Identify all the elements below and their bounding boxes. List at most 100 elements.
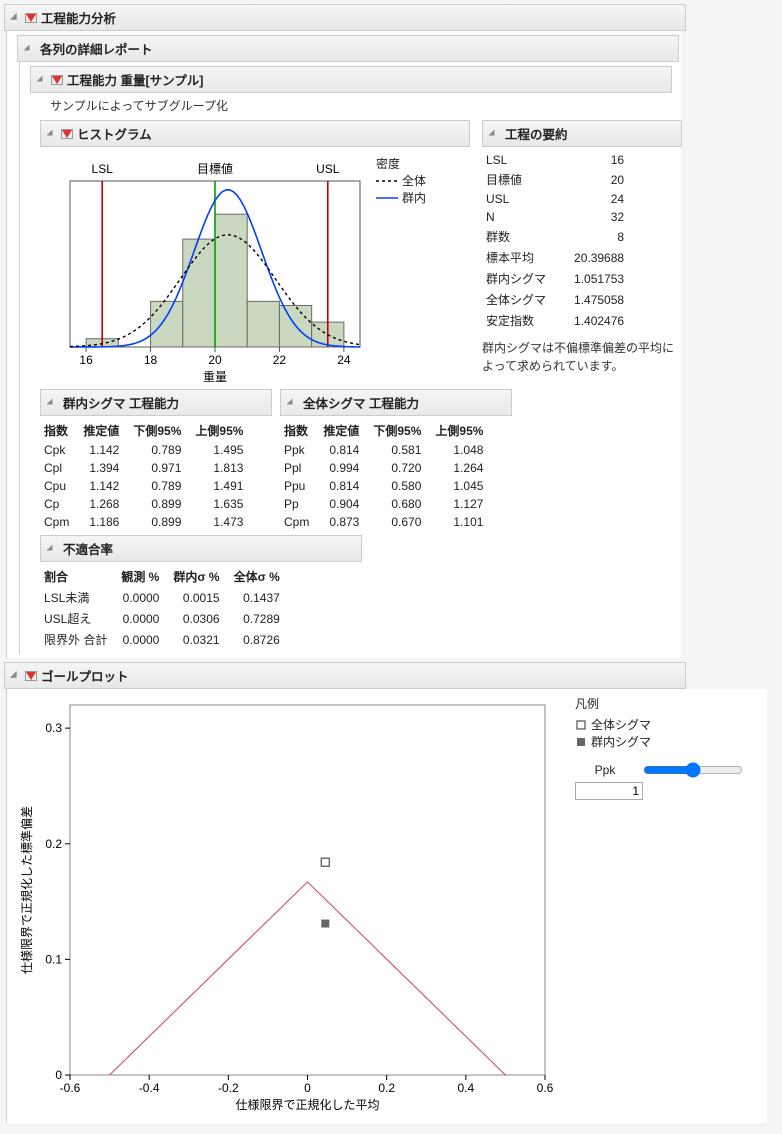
summary-footnote: 群内シグマは不偏標準偏差の平均によって求められています。 <box>482 339 682 375</box>
section-title: ゴールプロット <box>41 666 129 685</box>
ppk-slider[interactable] <box>643 762 743 778</box>
dropdown-icon[interactable] <box>26 672 36 680</box>
svg-text:22: 22 <box>273 353 287 367</box>
section-title: 工程能力分析 <box>41 8 116 27</box>
section-title: 各列の詳細レポート <box>40 39 153 58</box>
svg-text:仕様限界で正規化した平均: 仕様限界で正規化した平均 <box>235 1097 379 1112</box>
table-row: Cpl1.3940.9711.813 <box>40 459 253 477</box>
within-cap-header: 群内シグマ 工程能力 <box>40 389 272 416</box>
table-row: Ppk0.8140.5811.048 <box>280 441 493 459</box>
goal-plot-controls: 凡例 全体シグマ群内シグマ Ppk <box>575 695 745 1115</box>
dropdown-icon[interactable] <box>52 76 62 84</box>
svg-text:20: 20 <box>208 353 222 367</box>
table-row: USL超え0.00000.03060.7289 <box>40 608 290 629</box>
section-title: 工程能力 重量[サンプル] <box>67 70 203 89</box>
overall-capability-table: 指数推定値下側95%上側95%Ppk0.8140.5811.048Ppl0.99… <box>280 420 493 531</box>
disclosure-icon[interactable] <box>489 129 498 138</box>
nonconformance-table: 割合観測 %群内σ %全体σ %LSL未満0.00000.00150.1437U… <box>40 566 290 650</box>
overall-capability-panel: 全体シグマ 工程能力 指数推定値下側95%上側95%Ppk0.8140.5811… <box>280 389 512 531</box>
legend-title: 密度 <box>376 155 426 172</box>
svg-text:0.2: 0.2 <box>378 1081 395 1095</box>
svg-text:16: 16 <box>79 353 93 367</box>
legend-item: 全体シグマ <box>575 716 745 733</box>
table-row: 目標値20 <box>482 169 634 190</box>
disclosure-icon[interactable] <box>47 544 56 553</box>
ppk-slider-group: Ppk <box>575 760 745 800</box>
svg-text:0: 0 <box>55 1068 62 1082</box>
disclosure-icon[interactable] <box>37 75 46 84</box>
disclosure-icon[interactable] <box>24 44 33 53</box>
summary-table: LSL16目標値20USL24N32群数8標本平均20.39688群内シグマ1.… <box>482 151 634 331</box>
table-row: 標本平均20.39688 <box>482 247 634 268</box>
dropdown-icon[interactable] <box>62 130 72 138</box>
table-row: Cp1.2680.8991.635 <box>40 495 253 513</box>
svg-text:目標値: 目標値 <box>197 161 233 176</box>
histogram-panel: ヒストグラム LSL 目標値 USL 16 18 20 22 24 重量 密度 全体 <box>40 120 470 385</box>
goal-legend: 凡例 全体シグマ群内シグマ <box>575 695 745 750</box>
svg-text:0.6: 0.6 <box>537 1081 554 1095</box>
table-row: Cpk1.1420.7891.495 <box>40 441 253 459</box>
section-header-weight: 工程能力 重量[サンプル] <box>30 66 672 93</box>
table-row: LSL16 <box>482 151 634 169</box>
histogram-chart: LSL 目標値 USL 16 18 20 22 24 重量 <box>40 155 370 385</box>
table-row: Ppu0.8140.5801.045 <box>280 477 493 495</box>
nonconf-header: 不適合率 <box>40 535 362 562</box>
svg-text:LSL: LSL <box>92 162 114 176</box>
table-row: USL24 <box>482 190 634 208</box>
svg-text:-0.6: -0.6 <box>60 1081 81 1095</box>
svg-text:18: 18 <box>144 353 158 367</box>
disclosure-icon[interactable] <box>47 398 56 407</box>
svg-text:-0.2: -0.2 <box>218 1081 239 1095</box>
table-row: Cpu1.1420.7891.491 <box>40 477 253 495</box>
table-row: 群数8 <box>482 226 634 247</box>
legend-item: 群内シグマ <box>575 733 745 750</box>
svg-text:0: 0 <box>304 1081 311 1095</box>
legend-overall: 全体 <box>402 172 426 189</box>
summary-panel: 工程の要約 LSL16目標値20USL24N32群数8標本平均20.39688群… <box>482 120 682 375</box>
histogram-legend: 密度 全体 群内 <box>376 155 426 385</box>
section-header-detail: 各列の詳細レポート <box>17 35 679 62</box>
section-title: ヒストグラム <box>77 124 152 143</box>
within-capability-table: 指数推定値下側95%上側95%Cpk1.1420.7891.495Cpl1.39… <box>40 420 253 531</box>
goal-plot-chart: -0.6 -0.4 -0.2 0 0.2 0.4 0.6 0 0.1 0.2 0.3 仕様限界で正規化… <box>15 695 555 1115</box>
svg-text:0.3: 0.3 <box>45 721 62 735</box>
goal-plot-section: ゴールプロット -0.6 -0.4 -0.2 0 0.2 0.4 0.6 0 0.1 0.2 0.3… <box>4 662 782 1123</box>
legend-title: 凡例 <box>575 695 745 712</box>
ppk-value-input[interactable] <box>575 782 643 800</box>
legend-within: 群内 <box>402 189 426 206</box>
table-row: LSL未満0.00000.00150.1437 <box>40 587 290 608</box>
table-row: Pp0.9040.6801.127 <box>280 495 493 513</box>
histogram-header: ヒストグラム <box>40 120 470 147</box>
dropdown-icon[interactable] <box>26 14 36 22</box>
disclosure-icon[interactable] <box>10 670 20 680</box>
disclosure-icon[interactable] <box>47 129 56 138</box>
slider-label: Ppk <box>575 763 635 777</box>
section-title: 不適合率 <box>63 539 113 558</box>
table-row: 全体シグマ1.475058 <box>482 289 634 310</box>
disclosure-icon[interactable] <box>10 12 20 22</box>
summary-header: 工程の要約 <box>482 120 682 147</box>
table-row: 群内シグマ1.051753 <box>482 268 634 289</box>
svg-text:重量: 重量 <box>203 370 227 384</box>
svg-text:-0.4: -0.4 <box>139 1081 160 1095</box>
section-title: 工程の要約 <box>505 124 568 143</box>
table-row: Cpm1.1860.8991.473 <box>40 513 253 531</box>
within-capability-panel: 群内シグマ 工程能力 指数推定値下側95%上側95%Cpk1.1420.7891… <box>40 389 272 531</box>
table-row: Ppl0.9940.7201.264 <box>280 459 493 477</box>
table-row: N32 <box>482 208 634 226</box>
svg-text:USL: USL <box>316 162 340 176</box>
svg-text:0.4: 0.4 <box>457 1081 474 1095</box>
svg-text:0.2: 0.2 <box>45 837 62 851</box>
table-row: 安定指数1.402476 <box>482 310 634 331</box>
goal-plot-header: ゴールプロット <box>4 662 686 689</box>
section-title: 全体シグマ 工程能力 <box>303 393 419 412</box>
overall-cap-header: 全体シグマ 工程能力 <box>280 389 512 416</box>
process-capability-analysis-section: 工程能力分析 各列の詳細レポート 工程能力 重量[サンプル] サンプルによってサ… <box>4 4 782 658</box>
svg-text:24: 24 <box>337 353 351 367</box>
table-row: 限界外 合計0.00000.03210.8726 <box>40 629 290 650</box>
table-row: Cpm0.8730.6701.101 <box>280 513 493 531</box>
subgroup-note: サンプルによってサブグループ化 <box>50 97 670 114</box>
svg-text:0.1: 0.1 <box>45 952 62 966</box>
disclosure-icon[interactable] <box>287 398 296 407</box>
svg-text:仕様限界で正規化した標準偏差: 仕様限界で正規化した標準偏差 <box>19 806 34 974</box>
